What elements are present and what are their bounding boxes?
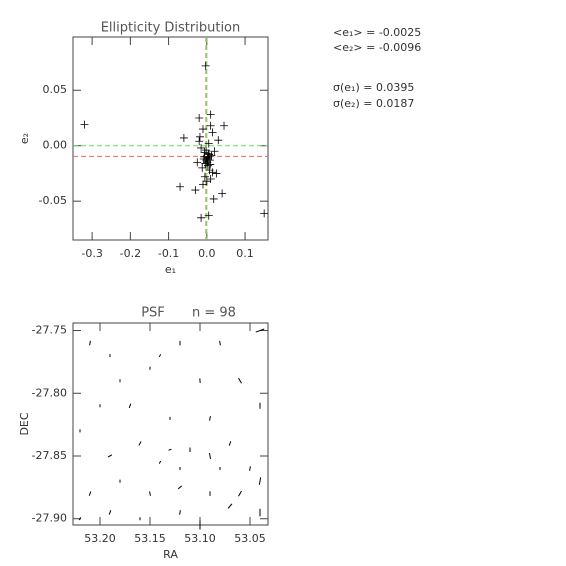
whisker — [177, 485, 183, 490]
point — [208, 168, 217, 177]
whisker — [108, 510, 112, 515]
point — [218, 189, 227, 198]
point — [208, 128, 217, 137]
whisker — [258, 477, 262, 485]
point — [220, 121, 229, 130]
y-tick-label: -27.75 — [32, 324, 67, 337]
whisker — [168, 448, 172, 451]
y-tick-label: -27.90 — [32, 512, 67, 525]
y-tick-label: -27.85 — [32, 449, 67, 462]
x-tick-label: -0.1 — [158, 247, 179, 260]
point — [214, 136, 223, 145]
x-axis-label: e₁ — [165, 263, 176, 276]
x-tick-label: 0.1 — [236, 247, 254, 260]
y-tick-label: -0.05 — [39, 194, 67, 207]
point — [195, 137, 204, 146]
point — [206, 110, 215, 119]
whisker — [228, 441, 232, 446]
x-axis-label: RA — [163, 548, 178, 561]
whisker — [78, 517, 82, 521]
x-tick-label: 53.20 — [84, 532, 116, 545]
x-tick-label: 53.15 — [134, 532, 166, 545]
whisker — [238, 490, 242, 497]
point — [80, 120, 89, 129]
whisker — [255, 328, 265, 333]
whisker — [249, 466, 251, 471]
chart-title: PSF — [141, 306, 165, 321]
y-tick-label: 0.00 — [43, 139, 68, 152]
y-tick-label: -27.80 — [32, 386, 67, 399]
point — [195, 113, 204, 122]
point — [212, 169, 221, 178]
annotation: σ(e₁) = 0.0395 — [333, 81, 414, 94]
point — [179, 133, 188, 142]
point — [176, 182, 185, 191]
x-tick-label: -0.3 — [81, 247, 102, 260]
annotation: σ(e₂) = 0.0187 — [333, 97, 414, 110]
whisker — [89, 340, 91, 346]
annotation: <e₂> = -0.0096 — [333, 41, 421, 54]
whisker — [107, 454, 113, 458]
annotation: <e₁> = -0.0025 — [333, 26, 421, 39]
point — [197, 213, 206, 222]
whisker — [128, 403, 132, 409]
whisker — [208, 452, 212, 460]
whisker — [209, 416, 211, 421]
chart-title: Ellipticity Distribution — [101, 21, 241, 36]
point — [199, 125, 207, 134]
y-tick-label: 0.05 — [43, 83, 68, 96]
point — [204, 149, 213, 158]
x-tick-label: -0.2 — [120, 247, 141, 260]
whisker — [227, 503, 233, 509]
point — [209, 194, 218, 203]
point — [202, 177, 211, 186]
point — [191, 186, 200, 195]
y-axis-label: DEC — [18, 412, 31, 435]
whisker — [179, 510, 181, 515]
point — [260, 209, 269, 218]
whisker — [158, 354, 162, 358]
point — [206, 160, 215, 169]
point — [204, 139, 213, 148]
x-tick-label: 53.10 — [184, 532, 216, 545]
point — [193, 158, 202, 167]
plot-frame — [72, 36, 269, 241]
plot-frame — [72, 322, 269, 526]
whisker — [138, 441, 142, 446]
y-axis-label: e₂ — [18, 133, 31, 144]
point — [197, 143, 206, 152]
point — [199, 180, 207, 189]
point — [201, 61, 210, 70]
point — [206, 174, 215, 183]
point — [202, 156, 211, 165]
whisker — [149, 491, 151, 496]
whisker — [158, 460, 162, 464]
x-tick-label: 0.0 — [198, 247, 216, 260]
whisker — [88, 491, 92, 496]
whisker — [238, 377, 242, 384]
whisker — [219, 340, 221, 346]
point — [198, 163, 207, 172]
point — [195, 132, 204, 141]
chart-subtitle: n = 98 — [192, 306, 236, 321]
point — [206, 121, 215, 130]
point — [204, 211, 213, 220]
x-tick-label: 53.05 — [234, 532, 266, 545]
point — [200, 172, 209, 181]
point — [210, 147, 219, 156]
